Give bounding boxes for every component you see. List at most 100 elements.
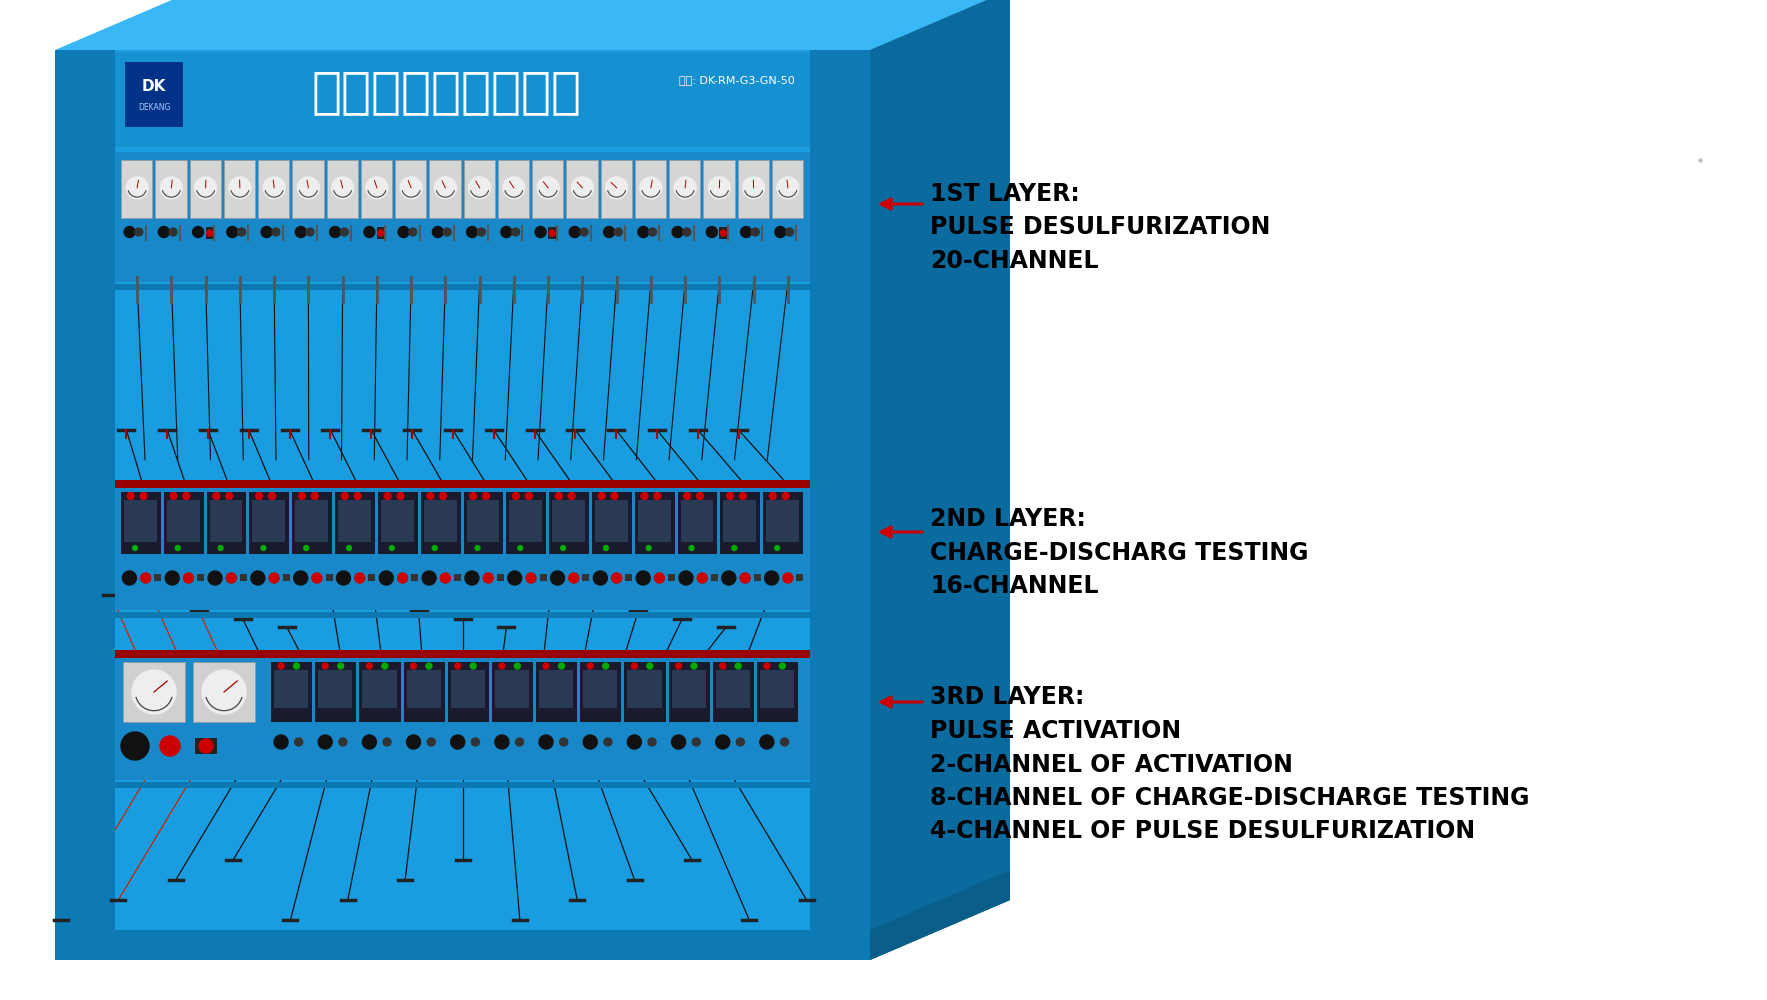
Bar: [507, 492, 546, 554]
Bar: [677, 492, 717, 554]
Bar: [721, 492, 760, 554]
Bar: [763, 492, 802, 554]
Circle shape: [571, 177, 594, 199]
Circle shape: [133, 670, 177, 714]
Circle shape: [133, 546, 138, 550]
Circle shape: [679, 571, 693, 585]
Bar: [115, 480, 809, 610]
Bar: [249, 492, 290, 554]
Bar: [115, 782, 809, 788]
Bar: [337, 500, 371, 542]
Circle shape: [251, 571, 265, 585]
Bar: [376, 227, 385, 239]
Circle shape: [470, 663, 475, 669]
Circle shape: [786, 228, 793, 236]
Bar: [670, 160, 700, 218]
Polygon shape: [809, 0, 1011, 50]
Circle shape: [383, 492, 391, 499]
Circle shape: [599, 492, 604, 499]
Bar: [463, 492, 504, 554]
Circle shape: [671, 735, 686, 749]
Bar: [193, 662, 254, 722]
Bar: [115, 152, 809, 282]
Circle shape: [337, 663, 343, 669]
Circle shape: [272, 228, 279, 236]
Circle shape: [776, 227, 786, 237]
Bar: [55, 930, 869, 960]
Bar: [115, 650, 809, 780]
Circle shape: [742, 177, 765, 199]
Circle shape: [230, 177, 251, 199]
Bar: [396, 160, 426, 218]
Bar: [756, 662, 799, 722]
Circle shape: [389, 546, 394, 550]
Circle shape: [627, 735, 641, 749]
Polygon shape: [55, 0, 1011, 50]
Bar: [295, 500, 329, 542]
Polygon shape: [869, 870, 1011, 960]
Bar: [318, 670, 352, 708]
Circle shape: [684, 492, 691, 499]
Bar: [124, 662, 186, 722]
Circle shape: [124, 227, 134, 237]
Bar: [124, 500, 157, 542]
Circle shape: [558, 663, 564, 669]
Bar: [719, 227, 728, 239]
Bar: [115, 612, 809, 618]
Circle shape: [468, 177, 491, 199]
Circle shape: [207, 230, 212, 236]
Circle shape: [641, 492, 648, 499]
Bar: [360, 160, 392, 218]
Circle shape: [507, 571, 521, 585]
Bar: [668, 662, 710, 722]
Circle shape: [525, 492, 532, 499]
Bar: [424, 500, 456, 542]
Bar: [55, 50, 869, 960]
Circle shape: [433, 227, 444, 237]
Circle shape: [380, 571, 394, 585]
Circle shape: [193, 227, 203, 237]
Circle shape: [256, 492, 263, 499]
Circle shape: [304, 546, 309, 550]
Text: 得康蓄电池修复系统: 得康蓄电池修复系统: [311, 68, 581, 116]
Bar: [634, 492, 675, 554]
Circle shape: [638, 227, 648, 237]
Bar: [115, 480, 809, 488]
Circle shape: [336, 571, 350, 585]
Bar: [253, 500, 284, 542]
Circle shape: [654, 573, 664, 583]
Bar: [592, 492, 633, 554]
Circle shape: [647, 546, 652, 550]
Circle shape: [170, 228, 177, 236]
Circle shape: [125, 177, 148, 199]
Circle shape: [454, 663, 461, 669]
Bar: [583, 574, 590, 581]
Bar: [164, 492, 203, 554]
Bar: [270, 662, 313, 722]
Circle shape: [134, 228, 143, 236]
Circle shape: [777, 177, 799, 199]
Circle shape: [779, 663, 785, 669]
Circle shape: [594, 571, 608, 585]
Circle shape: [551, 571, 564, 585]
Circle shape: [451, 735, 465, 749]
Polygon shape: [869, 0, 1011, 960]
Bar: [258, 160, 290, 218]
Bar: [189, 160, 221, 218]
Circle shape: [587, 663, 594, 669]
Bar: [497, 574, 504, 581]
Circle shape: [262, 227, 272, 237]
Circle shape: [313, 573, 322, 583]
Circle shape: [293, 571, 307, 585]
Circle shape: [716, 735, 730, 749]
Circle shape: [500, 227, 512, 237]
Bar: [712, 662, 755, 722]
Circle shape: [201, 670, 246, 714]
Circle shape: [428, 738, 435, 746]
Bar: [359, 662, 401, 722]
Circle shape: [550, 230, 555, 236]
Circle shape: [364, 227, 375, 237]
Bar: [205, 227, 214, 239]
Bar: [368, 574, 375, 581]
Circle shape: [709, 177, 730, 199]
